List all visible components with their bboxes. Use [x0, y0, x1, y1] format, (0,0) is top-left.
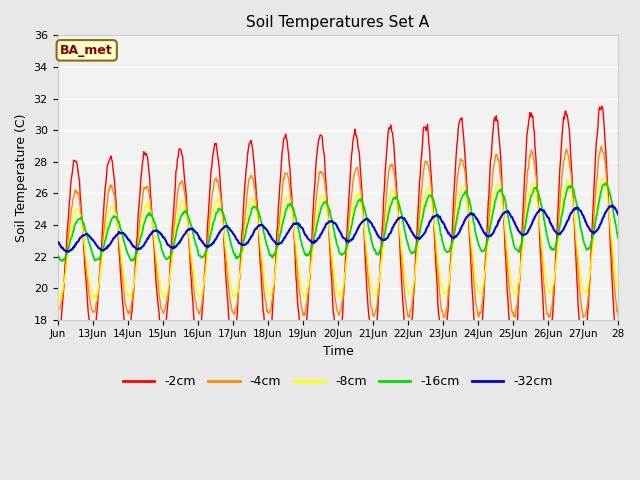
- Text: BA_met: BA_met: [60, 44, 113, 57]
- Title: Soil Temperatures Set A: Soil Temperatures Set A: [246, 15, 429, 30]
- Y-axis label: Soil Temperature (C): Soil Temperature (C): [15, 113, 28, 242]
- Legend: -2cm, -4cm, -8cm, -16cm, -32cm: -2cm, -4cm, -8cm, -16cm, -32cm: [118, 370, 558, 393]
- X-axis label: Time: Time: [323, 345, 353, 358]
